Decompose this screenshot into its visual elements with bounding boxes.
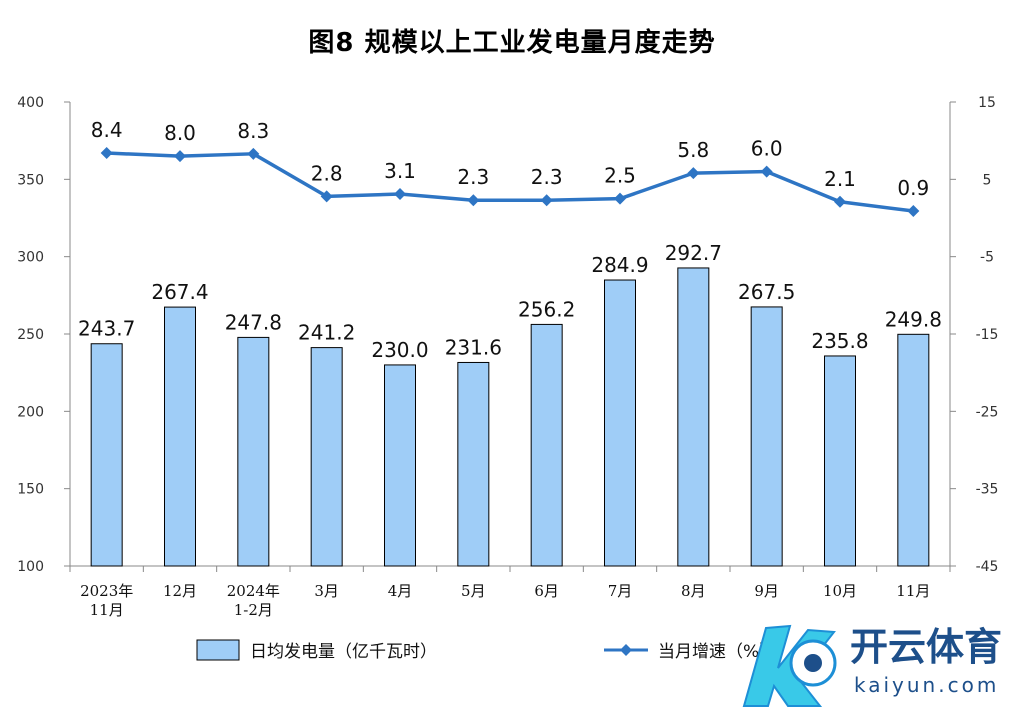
svg-text:kaiyun.com: kaiyun.com [854, 673, 999, 697]
line-value-label: 5.8 [677, 138, 709, 162]
line-value-label: 8.3 [237, 119, 269, 143]
svg-text:开云体育: 开云体育 [850, 625, 1002, 669]
line-marker [467, 194, 480, 207]
line-value-label: 6.0 [751, 137, 783, 161]
bar-value-label: 247.8 [225, 310, 282, 334]
line-series [100, 147, 920, 218]
chart-title: 图8 规模以上工业发电量月度走势 [308, 28, 716, 58]
x-tick-label: 11月 [896, 582, 930, 600]
line-value-label: 3.1 [384, 159, 416, 183]
bar [750, 306, 783, 567]
x-tick-label: 12月 [163, 582, 197, 600]
right-tick-label: -35 [976, 482, 999, 498]
line-marker [320, 190, 333, 203]
bar [824, 355, 856, 567]
watermark-logo: 开云体育 kaiyun.com [742, 624, 1002, 707]
left-tick-label: 300 [17, 250, 44, 266]
legend: 日均发电量（亿千瓦时） 当月增速（%） [196, 639, 776, 662]
line-marker [760, 165, 773, 178]
line-value-label: 0.9 [897, 176, 929, 200]
bar [90, 343, 123, 567]
right-tick-label: -25 [976, 404, 999, 420]
line-value-label: 2.8 [311, 161, 343, 185]
growth-line [106, 151, 914, 213]
line-marker [614, 192, 626, 205]
line-value-label: 8.0 [164, 121, 196, 145]
right-tick-label: 15 [978, 95, 996, 111]
line-marker [834, 195, 846, 208]
x-tick-label: 3月 [314, 582, 339, 600]
line-value-label: 8.4 [91, 118, 123, 142]
x-tick-label: 4月 [388, 582, 413, 600]
left-tick-label: 400 [17, 95, 44, 111]
bar-series [90, 267, 930, 567]
right-tick-label: -45 [976, 559, 999, 575]
x-tick-label: 2024年 [227, 582, 280, 600]
bar [237, 336, 270, 567]
bar [164, 306, 196, 567]
bar [384, 364, 416, 567]
bar [457, 361, 490, 567]
line-marker [394, 188, 406, 201]
right-tick-label: -5 [980, 250, 994, 266]
x-tick-label: 8月 [681, 582, 706, 600]
bar-value-label: 256.2 [518, 297, 575, 321]
legend-line-label: 当月增速（%） [658, 642, 776, 662]
bar-value-label: 243.7 [78, 317, 135, 341]
line-marker [100, 147, 113, 160]
bar-value-label: 249.8 [885, 307, 942, 331]
x-tick-label: 7月 [608, 582, 633, 600]
left-tick-label: 150 [17, 482, 44, 498]
left-tick-label: 100 [17, 559, 44, 575]
right-tick-label: -15 [976, 327, 999, 343]
line-value-label: 2.1 [824, 167, 856, 191]
axes: 100 150 200 250 300 350 400 -45 -35 -25 -15 -5 5 15 20… [17, 95, 998, 619]
bar-value-label: 230.0 [371, 338, 428, 362]
data-labels: 243.7 267.4 247.8 241.2 230.0 231.6 256.2 284.9… [78, 118, 942, 362]
legend-bar-swatch [196, 639, 240, 661]
bar-value-label: 231.6 [445, 335, 502, 359]
line-marker [174, 150, 186, 163]
bar [604, 279, 636, 567]
legend-line-marker [620, 644, 632, 656]
left-tick-label: 350 [17, 172, 44, 188]
bar-value-label: 284.9 [591, 253, 648, 277]
x-tick-label: 11月 [90, 601, 124, 619]
x-tick-label: 5月 [461, 582, 486, 600]
x-tick-label: 10月 [823, 582, 857, 600]
line-value-label: 2.3 [457, 165, 489, 189]
line-marker [687, 167, 700, 180]
bar [310, 347, 343, 567]
bar [677, 267, 710, 567]
line-marker [247, 147, 260, 160]
x-tick-label: 1-2月 [234, 601, 273, 619]
bar-value-label: 267.5 [738, 280, 795, 304]
bar-value-label: 292.7 [665, 241, 722, 265]
left-tick-label: 200 [17, 404, 44, 420]
line-value-label: 2.5 [604, 164, 636, 188]
right-tick-label: 5 [983, 172, 992, 188]
x-tick-label: 2023年 [80, 582, 133, 600]
bar-value-label: 267.4 [151, 280, 208, 304]
bar-value-label: 235.8 [811, 329, 868, 353]
line-marker [540, 194, 553, 207]
legend-bar-label: 日均发电量（亿千瓦时） [250, 642, 437, 662]
line-marker [907, 205, 920, 218]
line-value-label: 2.3 [531, 165, 563, 189]
bar [530, 323, 563, 567]
x-tick-label: 9月 [754, 582, 779, 600]
left-tick-label: 250 [17, 327, 44, 343]
x-tick-label: 6月 [534, 582, 559, 600]
bar [897, 333, 930, 567]
bar-value-label: 241.2 [298, 321, 355, 345]
